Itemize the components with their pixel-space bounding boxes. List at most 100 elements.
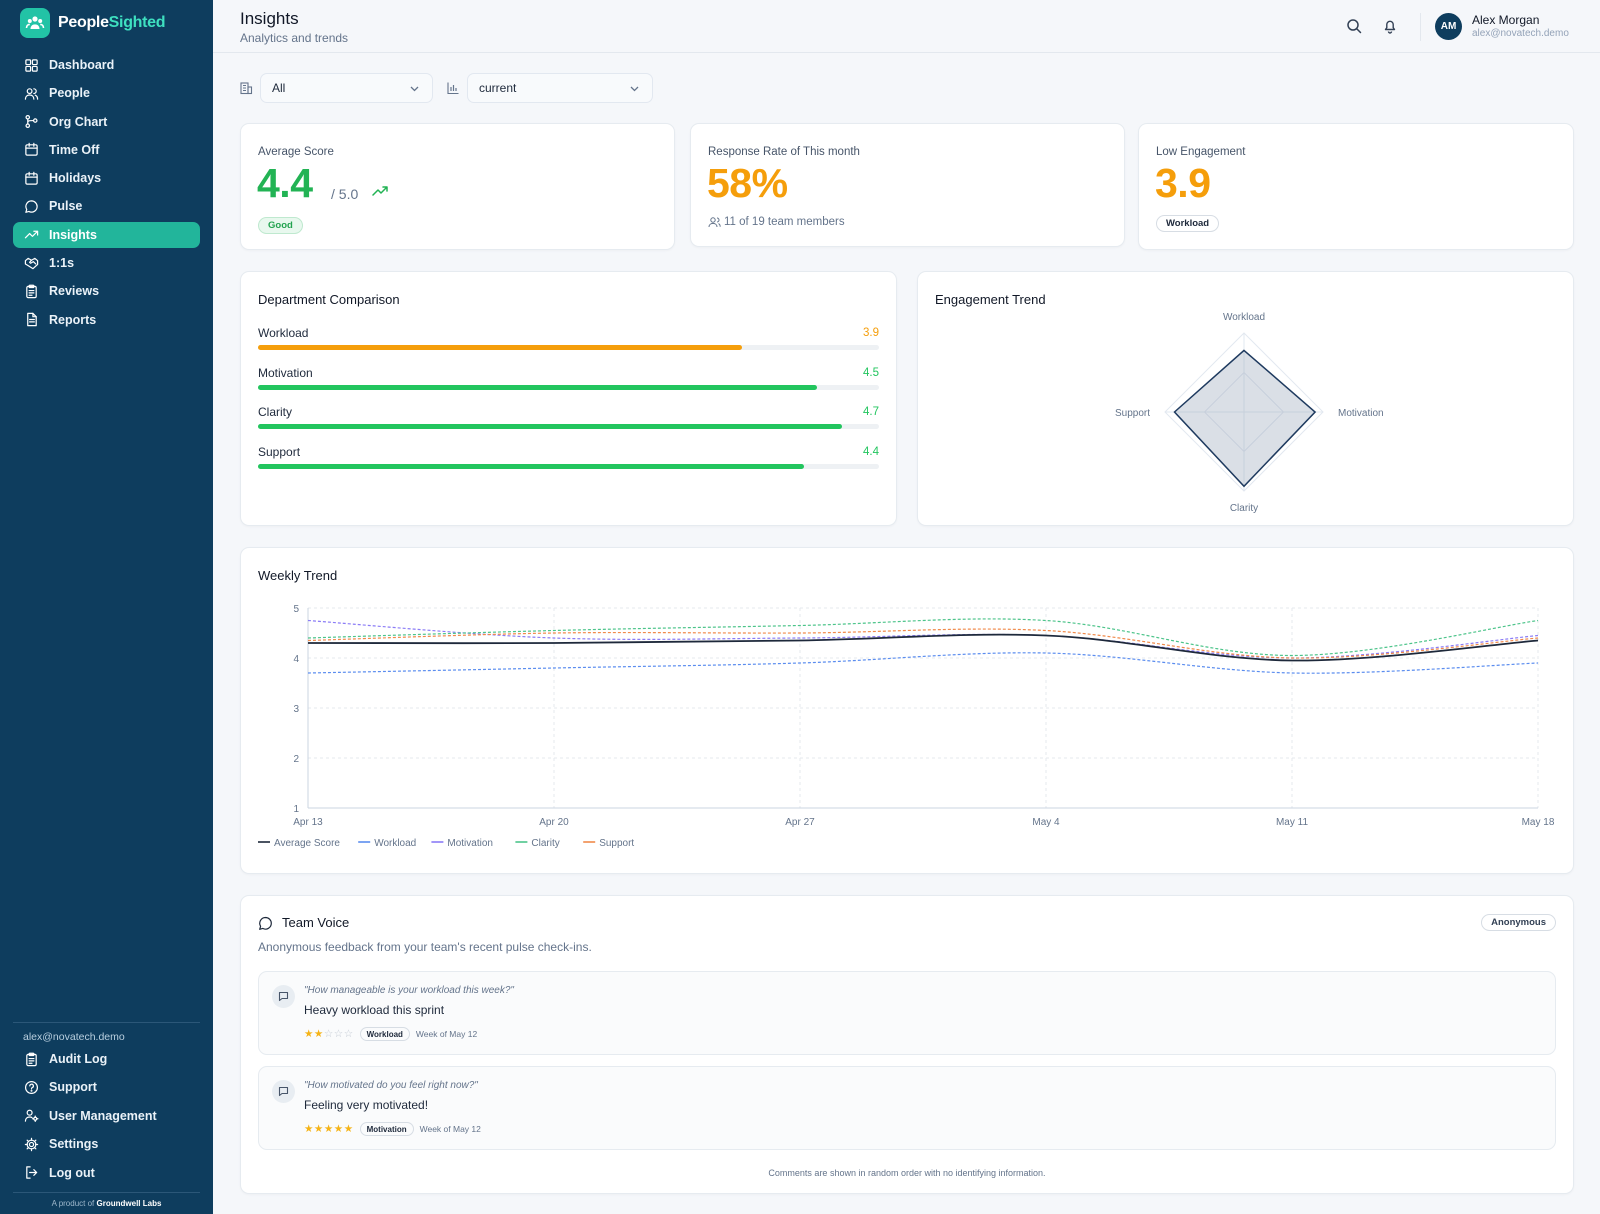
star-filled-icon: ★ (304, 1027, 314, 1040)
logo-people-icon (20, 8, 50, 38)
chat-bubble-icon (259, 916, 272, 930)
radar-chart: Workload Motivation Clarity Support (1115, 312, 1384, 514)
bell-icon[interactable] (1381, 17, 1399, 35)
trending-up-icon (372, 186, 388, 196)
y-tick-label: 2 (293, 754, 299, 765)
chevron-down-icon (630, 86, 639, 92)
weekly-trend-title: Weekly Trend (258, 568, 338, 583)
legend-label[interactable]: Average Score (274, 838, 340, 849)
sidebar-bottom-item-support[interactable]: Support (13, 1074, 200, 1100)
sidebar-item-org-chart[interactable]: Org Chart (13, 109, 200, 135)
low-engagement-category-badge: Workload (1156, 215, 1220, 232)
x-tick-label: Apr 13 (293, 817, 323, 828)
chevron-down-icon (410, 86, 419, 92)
radar-axis-label: Clarity (1230, 503, 1258, 514)
series-line-clarity (307, 618, 1539, 657)
feedback-item: "How motivated do you feel right now?" Fe… (258, 1066, 1556, 1150)
average-score-scale: / 5.0 (331, 186, 359, 202)
legend-label[interactable]: Support (599, 838, 634, 849)
sidebar-item-holidays[interactable]: Holidays (13, 165, 200, 191)
department-bar-label: Motivation (258, 365, 313, 380)
engagement-trend-card: Engagement Trend Workload Motivation Clari… (917, 271, 1574, 526)
y-tick-label: 5 (293, 604, 299, 615)
page-title: Insights (240, 9, 299, 28)
sidebar-item-time-off[interactable]: Time Off (13, 137, 200, 163)
star-rating: ★★☆☆☆ (304, 1029, 354, 1040)
department-bar-fill (258, 463, 805, 469)
team-voice-card: Team Voice Anonymous feedback from your … (240, 895, 1574, 1194)
sidebar-footer-divider (13, 1192, 200, 1193)
department-bar-track (258, 424, 879, 429)
sidebar-item-pulse[interactable]: Pulse (13, 193, 200, 219)
sidebar-item-reports[interactable]: Reports (13, 307, 200, 333)
sidebar-user-email: alex@novatech.demo (23, 1031, 125, 1043)
nav-item-label: Org Chart (49, 114, 108, 129)
department-comparison-title: Department Comparison (258, 292, 400, 307)
page-subtitle: Analytics and trends (240, 31, 349, 45)
nav-item-label: User Management (49, 1108, 157, 1123)
department-bar-fill (258, 384, 817, 390)
handshake-icon (24, 257, 39, 269)
sidebar-bottom-item-user-management[interactable]: User Management (13, 1103, 200, 1129)
series-line-support (307, 628, 1539, 659)
response-rate-label: Response Rate of This month (708, 146, 860, 158)
nav-item-label: Support (49, 1080, 97, 1095)
sidebar-divider (13, 1022, 200, 1023)
x-tick-label: May 11 (1276, 817, 1308, 828)
nav-item-label: Insights (49, 227, 97, 242)
user-avatar[interactable]: AM (1435, 13, 1462, 40)
department-bar-fill (258, 424, 842, 429)
nav-item-label: Reviews (49, 284, 100, 299)
calendar-icon (25, 171, 38, 185)
series-line-workload (307, 652, 1539, 674)
star-filled-icon: ★ (333, 1122, 344, 1135)
sidebar-item-insights[interactable]: Insights (13, 221, 200, 248)
feedback-question: "How motivated do you feel right now?" (304, 1080, 478, 1091)
department-select-value: All (272, 81, 286, 95)
sidebar-item-reviews[interactable]: Reviews (13, 278, 200, 304)
sidebar-bottom-item-audit-log[interactable]: Audit Log (13, 1046, 200, 1072)
feedback-tag: Workload (359, 1027, 410, 1041)
star-filled-icon: ★ (304, 1122, 314, 1135)
legend-label[interactable]: Clarity (531, 838, 559, 849)
user-name[interactable]: Alex Morgan (1472, 13, 1540, 27)
nav-item-label: Log out (49, 1165, 95, 1180)
sidebar-bottom-item-log-out[interactable]: Log out (13, 1160, 200, 1186)
app-logo[interactable]: PeopleSighted (20, 8, 166, 38)
sidebar-bottom-item-settings[interactable]: Settings (13, 1131, 200, 1157)
star-filled-icon: ★ (343, 1122, 354, 1135)
feedback-week: Week of May 12 (415, 1029, 478, 1039)
app-name: PeopleSighted (58, 14, 166, 31)
search-icon[interactable] (1345, 17, 1363, 35)
user-gear-icon (24, 1109, 39, 1123)
department-bar-value: 3.9 (863, 327, 879, 339)
department-select[interactable]: All (260, 73, 433, 103)
period-select[interactable]: current (467, 73, 653, 103)
department-bar-label: Support (258, 444, 301, 459)
top-bar-divider (1420, 13, 1421, 41)
nav-item-label: Dashboard (49, 58, 115, 72)
response-rate-value: 58% (707, 160, 788, 206)
chat-bubble-icon (25, 200, 38, 213)
sidebar-item-people[interactable]: People (13, 80, 200, 106)
series-line-motivation (307, 619, 1539, 659)
x-tick-label: May 4 (1032, 817, 1060, 828)
sidebar-bottom-nav: Audit Log Support User Management Settings L… (13, 1046, 200, 1188)
team-voice-footnote: Comments are shown in random order with … (768, 1168, 1046, 1178)
message-icon (272, 1080, 295, 1103)
nav-item-label: People (49, 86, 90, 101)
low-engagement-label: Low Engagement (1156, 146, 1246, 158)
message-icon (272, 985, 295, 1008)
legend-label[interactable]: Workload (374, 838, 416, 849)
trending-up-icon (24, 230, 39, 239)
legend-label[interactable]: Motivation (447, 838, 493, 849)
feedback-question: "How manageable is your workload this we… (304, 985, 514, 996)
nav-item-label: Settings (49, 1137, 99, 1152)
department-bar-fill (258, 345, 743, 350)
star-empty-icon: ☆ (343, 1027, 354, 1040)
y-tick-label: 1 (293, 804, 299, 815)
star-empty-icon: ☆ (333, 1027, 344, 1040)
sidebar: PeopleSighted Dashboard People Org Chart Ti… (0, 0, 213, 1214)
sidebar-item-dashboard[interactable]: Dashboard (13, 52, 200, 78)
sidebar-item-1-1s[interactable]: 1:1s (13, 250, 200, 276)
